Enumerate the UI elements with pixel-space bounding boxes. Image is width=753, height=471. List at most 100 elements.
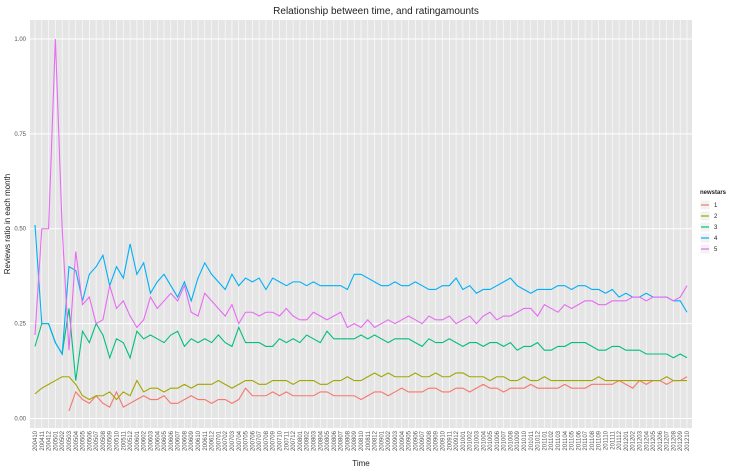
x-tick-label: 200901 [379, 430, 385, 451]
x-tick-label: 200609 [189, 430, 195, 451]
x-tick-label: 200706 [250, 430, 256, 451]
x-tick-label: 200507 [94, 430, 100, 451]
x-tick-label: 200608 [182, 430, 188, 451]
x-tick-label: 200509 [108, 430, 114, 451]
x-tick-label: 201203 [637, 430, 643, 451]
x-tick-label: 200410 [33, 430, 39, 451]
x-tick-label: 201111 [610, 430, 616, 449]
x-tick-label: 201005 [488, 430, 494, 451]
x-tick-label: 200712 [291, 430, 297, 451]
x-tick-label: 200606 [169, 430, 175, 451]
x-tick-label: 201206 [658, 430, 664, 451]
x-tick-label: 200510 [115, 430, 121, 451]
x-tick-label: 200902 [386, 430, 392, 451]
x-tick-label: 200602 [142, 430, 148, 451]
x-tick-label: 201006 [495, 430, 501, 451]
y-axis-label: Reviews ratio in each month [3, 174, 12, 275]
x-tick-label: 201202 [631, 430, 637, 451]
x-tick-label: 201105 [570, 430, 576, 450]
series-line [34, 38, 688, 351]
x-tick-label: 200906 [413, 430, 419, 451]
x-tick-label: 200709 [271, 430, 277, 451]
x-tick-label: 201003 [474, 430, 480, 451]
x-tick-label: 200612 [210, 430, 216, 451]
x-tick-label: 200702 [223, 430, 229, 451]
y-tick-label: 0.75 [14, 132, 26, 138]
x-tick-label: 201209 [678, 430, 684, 451]
x-tick-label: 200805 [325, 430, 331, 451]
x-tick-label: 200809 [352, 430, 358, 451]
x-tick-label: 200604 [155, 430, 161, 451]
x-tick-label: 200911 [447, 430, 453, 450]
x-tick-label: 201009 [515, 430, 521, 451]
x-axis-label: Time [352, 459, 370, 468]
x-tick-label: 201110 [604, 430, 610, 450]
series-line [34, 224, 688, 356]
x-tick-label: 201002 [468, 430, 474, 451]
x-tick-label: 201112 [617, 430, 623, 450]
x-tick-label: 201210 [685, 430, 691, 451]
x-tick-label: 200710 [278, 430, 284, 451]
x-tick-label: 201103 [556, 430, 562, 450]
x-tick-label: 200912 [454, 430, 460, 451]
x-tick-label: 200701 [216, 430, 222, 451]
x-tick-label: 200907 [420, 430, 426, 451]
x-tick-label: 201010 [522, 430, 528, 451]
x-tick-label: 201104 [563, 430, 569, 450]
x-tick-label: 200501 [53, 430, 59, 451]
x-tick-label: 201208 [671, 430, 677, 451]
x-tick-label: 200904 [400, 430, 406, 451]
x-tick-label: 200803 [311, 430, 317, 451]
legend-label: 2 [714, 214, 718, 220]
y-tick-label: 0.00 [14, 417, 26, 423]
x-tick-label: 200610 [196, 430, 202, 451]
x-tick-label: 200708 [264, 430, 270, 451]
x-tick-label: 200812 [373, 430, 379, 451]
x-tick-label: 201102 [549, 430, 555, 450]
x-tick-label: 201011 [529, 430, 535, 450]
x-tick-label: 200909 [434, 430, 440, 451]
x-tick-label: 200804 [318, 430, 324, 451]
x-tick-label: 200703 [230, 430, 236, 451]
x-tick-label: 200910 [441, 430, 447, 451]
x-tick-label: 200601 [135, 430, 141, 451]
x-tick-label: 200503 [67, 430, 73, 451]
x-tick-label: 200502 [60, 430, 66, 451]
x-tick-label: 200506 [87, 430, 93, 451]
x-tick-label: 201204 [644, 430, 650, 451]
x-tick-label: 200908 [427, 430, 433, 451]
x-tick-label: 200504 [74, 430, 80, 451]
x-tick-label: 200607 [176, 430, 182, 451]
x-tick-label: 201205 [651, 430, 657, 451]
x-tick-label: 200707 [257, 430, 263, 451]
x-tick-label: 201107 [583, 430, 589, 450]
x-tick-label: 200705 [244, 430, 250, 451]
x-tick-label: 200808 [345, 430, 351, 451]
x-tick-label: 201106 [576, 430, 582, 450]
x-tick-label: 201001 [461, 430, 467, 451]
x-tick-label: 201008 [508, 430, 514, 451]
x-tick-label: 201101 [542, 430, 548, 450]
series-line [34, 372, 687, 401]
x-tick-label: 200512 [128, 430, 134, 451]
y-tick-label: 0.50 [14, 227, 26, 233]
chart-title: Relationship between time, and ratingamo… [273, 6, 479, 17]
x-tick-label: 200411 [40, 430, 46, 450]
x-tick-label: 200508 [101, 430, 107, 451]
legend-label: 1 [714, 203, 718, 209]
y-tick-label: 0.25 [14, 322, 26, 328]
legend-label: 5 [714, 247, 718, 253]
x-tick-label: 201004 [481, 430, 487, 451]
x-tick-label: 200806 [332, 430, 338, 451]
x-tick-label: 200704 [237, 430, 243, 451]
x-tick-label: 200603 [148, 430, 154, 451]
legend-label: 3 [714, 225, 718, 231]
x-tick-label: 201207 [665, 430, 671, 451]
x-tick-label: 201007 [502, 430, 508, 451]
legend-label: 4 [714, 236, 718, 242]
x-tick-label: 200801 [298, 430, 304, 451]
x-tick-label: 200611 [203, 430, 209, 450]
x-tick-label: 200810 [359, 430, 365, 451]
